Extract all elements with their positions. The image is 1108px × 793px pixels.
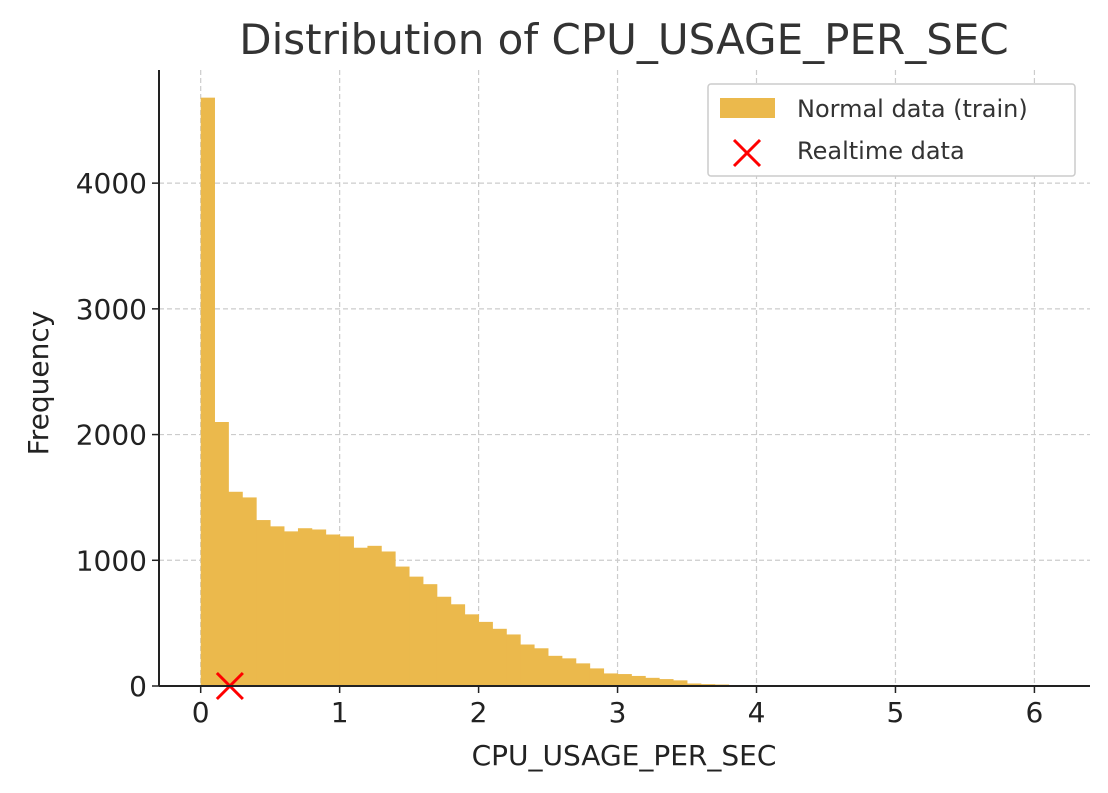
histogram-bar bbox=[214, 422, 229, 686]
histogram-bar bbox=[659, 679, 674, 686]
x-axis-label: CPU_USAGE_PER_SEC bbox=[472, 739, 777, 772]
y-axis-label: Frequency bbox=[22, 311, 55, 456]
histogram-bars bbox=[200, 97, 841, 686]
histogram-bar bbox=[589, 668, 605, 686]
legend-marker-realtime bbox=[732, 138, 762, 168]
histogram-bar bbox=[492, 628, 507, 686]
legend-label-realtime: Realtime data bbox=[797, 137, 965, 165]
x-tick-label: 3 bbox=[609, 696, 627, 729]
histogram-bar bbox=[353, 547, 368, 686]
histogram-bar bbox=[395, 566, 410, 686]
histogram-bar bbox=[478, 621, 493, 686]
histogram-bar bbox=[687, 683, 702, 686]
histogram-bar bbox=[534, 648, 549, 686]
y-tick-label: 0 bbox=[129, 670, 147, 703]
histogram-bar bbox=[367, 545, 382, 686]
histogram-bar bbox=[631, 675, 646, 686]
x-tick-label: 5 bbox=[887, 696, 905, 729]
histogram-bar bbox=[436, 596, 452, 686]
histogram-bar bbox=[297, 528, 313, 686]
histogram-bar bbox=[409, 576, 424, 686]
y-tick-label: 4000 bbox=[76, 167, 147, 200]
histogram-bar bbox=[603, 673, 618, 686]
histogram-bar bbox=[645, 677, 660, 686]
y-tick-labels: 0 1000 2000 3000 4000 bbox=[76, 167, 147, 703]
legend-box bbox=[707, 83, 1076, 177]
histogram-bar bbox=[506, 634, 521, 686]
histogram-bar bbox=[325, 534, 341, 686]
histogram-bar bbox=[548, 655, 563, 686]
histogram-bar bbox=[450, 604, 466, 686]
histogram-bar bbox=[256, 520, 271, 686]
histogram-bar bbox=[575, 663, 591, 686]
legend-swatch-normal bbox=[720, 98, 775, 118]
legend: Normal data (train) Realtime data bbox=[707, 83, 1076, 177]
histogram-bar bbox=[228, 491, 243, 686]
histogram-bar bbox=[561, 658, 577, 686]
histogram-bar bbox=[464, 614, 479, 686]
x-tick-label: 0 bbox=[192, 696, 210, 729]
histogram-bar bbox=[284, 531, 299, 686]
legend-label-normal: Normal data (train) bbox=[797, 95, 1028, 123]
histogram-bar bbox=[339, 536, 354, 686]
histogram-bar bbox=[520, 644, 535, 686]
histogram-bar bbox=[200, 97, 215, 686]
x-tick-label: 2 bbox=[470, 696, 488, 729]
histogram-bar bbox=[381, 551, 396, 686]
histogram-bar bbox=[242, 497, 257, 686]
y-tick-label: 3000 bbox=[76, 293, 147, 326]
x-tick-labels: 0 1 2 3 4 5 6 bbox=[192, 696, 1044, 729]
chart-title: Distribution of CPU_USAGE_PER_SEC bbox=[239, 15, 1008, 64]
x-tick-label: 1 bbox=[331, 696, 349, 729]
x-tick-label: 6 bbox=[1026, 696, 1044, 729]
x-tick-label: 4 bbox=[748, 696, 766, 729]
y-tick-label: 1000 bbox=[76, 544, 147, 577]
histogram-bar bbox=[673, 680, 688, 686]
histogram-bar bbox=[270, 526, 285, 686]
histogram-bar bbox=[617, 674, 632, 686]
histogram-bar bbox=[423, 584, 438, 686]
y-tick-label: 2000 bbox=[76, 419, 147, 452]
histogram-bar bbox=[311, 529, 327, 686]
axes bbox=[152, 70, 1090, 693]
